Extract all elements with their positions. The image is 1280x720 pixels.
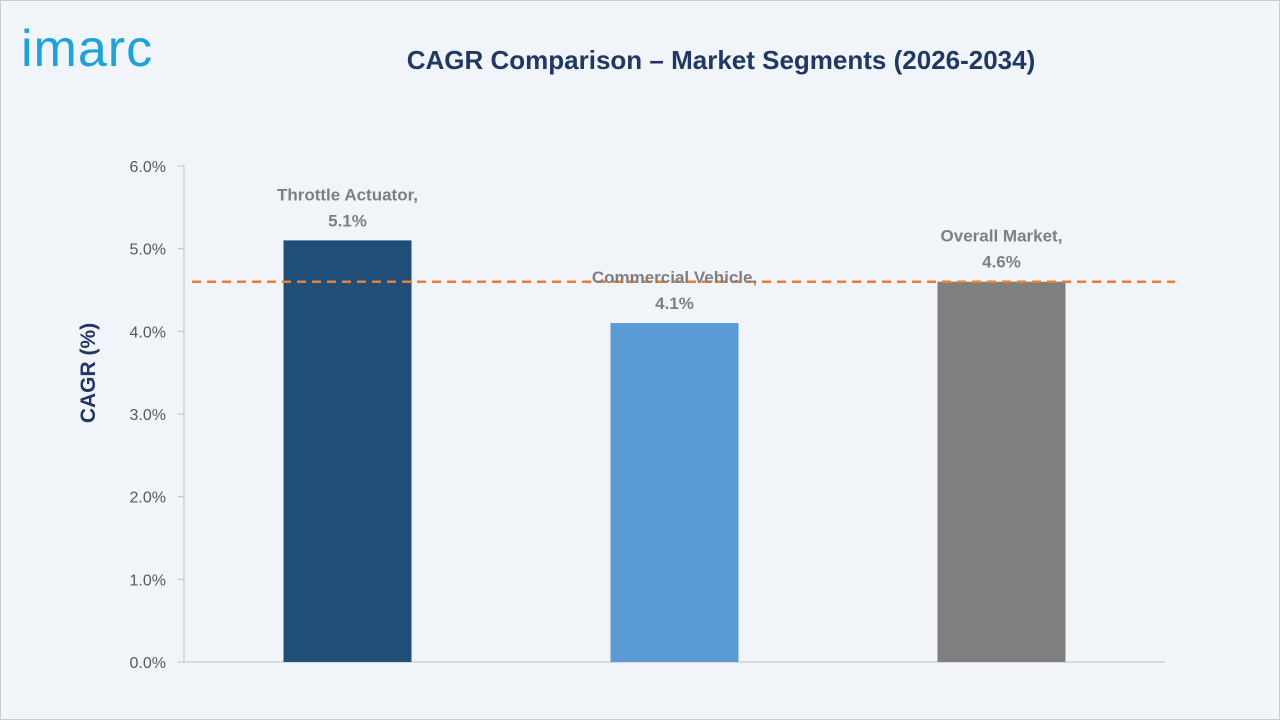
data-labels: Throttle Actuator, 5.1% Commercial Vehicle… — [277, 185, 1062, 313]
bar-1 — [283, 240, 412, 662]
data-label-1-2: 5.1% — [328, 211, 367, 230]
data-label-2-2: 4.1% — [655, 294, 694, 313]
data-label-1-1: Throttle Actuator, — [277, 185, 418, 204]
data-label-3-2: 4.6% — [982, 253, 1021, 272]
chart-title: CAGR Comparison – Market Segments (2026-… — [406, 45, 1036, 75]
bar-3 — [937, 281, 1066, 662]
data-label-2-1: Commercial Vehicle, — [592, 268, 757, 287]
bar-2 — [610, 323, 739, 662]
y-tick-label: 3.0% — [130, 407, 166, 424]
data-label-3-1: Overall Market, — [941, 227, 1063, 246]
y-tick-label: 2.0% — [130, 490, 166, 507]
y-tick-label: 6.0% — [130, 159, 166, 176]
y-tick-label: 1.0% — [130, 572, 166, 589]
axes: 0.0% 1.0% 2.0% 3.0% 4.0% 5.0% 6.0% — [130, 159, 1165, 672]
y-tick-label: 0.0% — [130, 655, 166, 672]
imarc-logo: imarc — [21, 20, 154, 78]
bars — [283, 240, 1066, 662]
y-tick-label: 5.0% — [130, 242, 166, 259]
y-tick-label: 4.0% — [130, 324, 166, 341]
